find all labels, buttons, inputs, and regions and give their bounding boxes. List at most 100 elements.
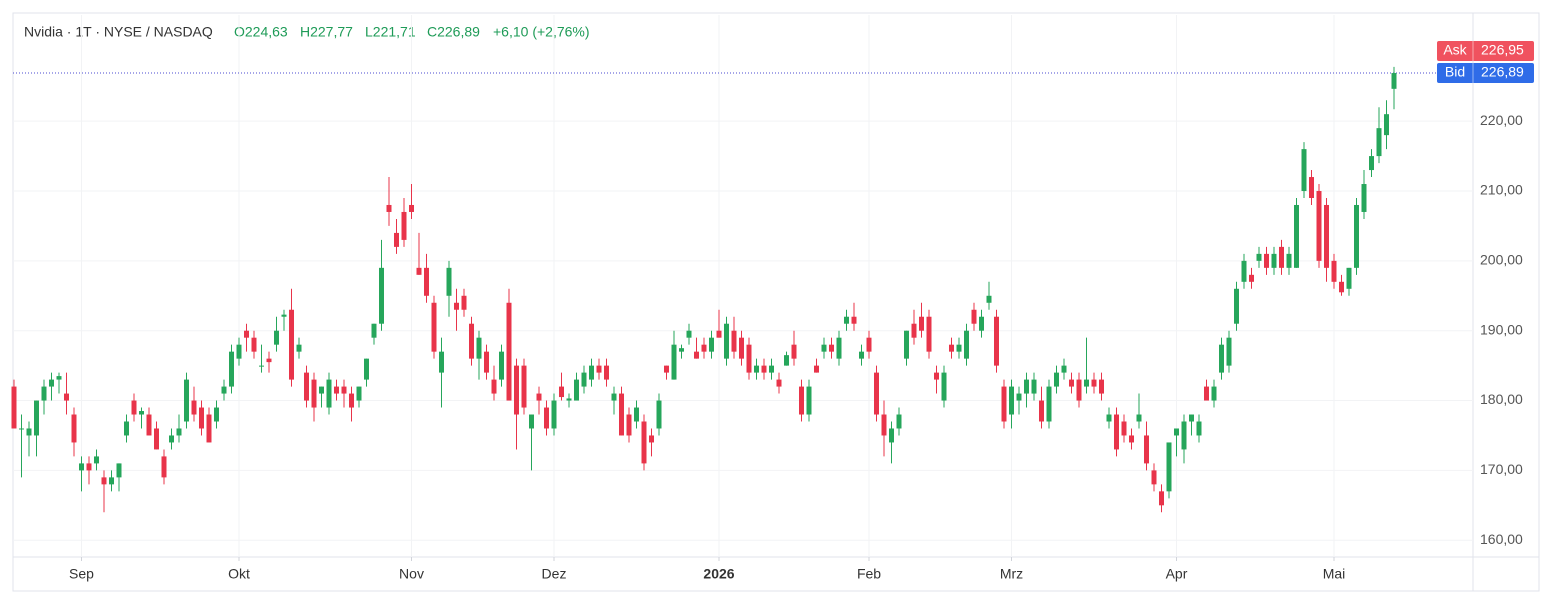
- candle-body: [296, 344, 302, 352]
- candle-body: [1039, 400, 1044, 422]
- candle-body: [11, 386, 17, 429]
- x-tick-label: Mai: [1323, 566, 1346, 582]
- candle-body: [1226, 337, 1232, 366]
- candle-body: [611, 393, 617, 401]
- candle-body: [259, 365, 264, 367]
- open: O224,63: [234, 24, 288, 40]
- candle-body: [229, 351, 234, 387]
- x-tick-label: Feb: [857, 566, 881, 582]
- candle-body: [1106, 414, 1112, 422]
- candle-body: [266, 358, 272, 363]
- candle-body: [784, 355, 789, 366]
- candle-body: [416, 267, 422, 275]
- candle-body: [581, 372, 587, 387]
- candle-body: [641, 421, 647, 464]
- candle-body: [686, 330, 692, 338]
- y-tick-label: 220,00: [1480, 112, 1523, 128]
- candle-body: [476, 337, 482, 359]
- candle-body: [956, 344, 962, 352]
- candle-body: [454, 302, 459, 310]
- x-tick-label: Nov: [399, 566, 424, 582]
- candle-body: [1181, 421, 1187, 450]
- candle-body: [341, 386, 347, 394]
- x-tick-label: Dez: [542, 566, 567, 582]
- candle-body: [139, 411, 144, 415]
- candle-body: [1136, 414, 1142, 422]
- candle-body: [319, 386, 324, 394]
- candle-body: [131, 400, 137, 415]
- candle-body: [1189, 414, 1194, 422]
- x-tick-label: Sep: [69, 566, 94, 582]
- candle-body: [199, 407, 204, 429]
- candle-body: [1294, 204, 1299, 268]
- candle-body: [1204, 386, 1209, 401]
- candle-body: [64, 393, 69, 401]
- candle-body: [934, 372, 939, 380]
- candle-body: [709, 337, 714, 352]
- bid-label: Bid: [1445, 64, 1465, 80]
- candle-body: [1114, 414, 1119, 450]
- candle-body: [71, 414, 77, 443]
- candle-body: [1211, 386, 1217, 401]
- candle-body: [724, 323, 729, 359]
- candle-body: [1234, 288, 1239, 324]
- candle-body: [1361, 184, 1367, 212]
- candle-body: [521, 365, 527, 408]
- candle-body: [559, 386, 564, 398]
- chart-frame: [12, 12, 1540, 592]
- candle-body: [949, 344, 954, 352]
- candle-body: [1256, 253, 1262, 261]
- candle-body: [791, 344, 797, 359]
- candle-body: [626, 414, 632, 436]
- candle-body: [619, 393, 624, 436]
- candle-body: [1249, 274, 1254, 282]
- candle-body: [1196, 421, 1202, 436]
- candle-body: [971, 309, 977, 324]
- candle-body: [101, 477, 107, 485]
- change: +6,10 (+2,76%): [493, 24, 590, 40]
- candle-body: [19, 428, 24, 430]
- candle-body: [1151, 470, 1157, 485]
- candle-body: [596, 365, 602, 373]
- candle-body: [754, 365, 759, 373]
- candle-body: [94, 456, 99, 464]
- candle-body: [409, 204, 414, 212]
- candle-body: [544, 407, 549, 429]
- candle-body: [1241, 260, 1247, 282]
- candle-body: [551, 400, 557, 429]
- candle-body: [371, 323, 377, 338]
- candle-body: [1346, 267, 1352, 289]
- candle-body: [941, 372, 947, 401]
- candle-body: [964, 330, 969, 359]
- candle-body: [326, 379, 332, 408]
- candle-body: [821, 344, 827, 352]
- candle-body: [634, 407, 639, 422]
- candle-body: [746, 344, 752, 373]
- candle-body: [311, 379, 317, 408]
- candle-body: [379, 267, 384, 324]
- y-tick-label: 180,00: [1480, 391, 1523, 407]
- candle-body: [334, 386, 339, 394]
- candle-body: [1001, 386, 1007, 422]
- candle-body: [431, 302, 437, 352]
- candle-body: [566, 398, 572, 401]
- candle-body: [1309, 177, 1314, 198]
- candle-body: [919, 316, 924, 331]
- candle-body: [829, 344, 834, 352]
- candle-body: [799, 386, 804, 415]
- candle-body: [424, 267, 429, 296]
- candle-body: [589, 365, 594, 380]
- candle-body: [664, 365, 669, 373]
- candle-body: [1159, 491, 1164, 506]
- candle-body: [491, 379, 497, 394]
- candle-body: [1069, 379, 1074, 387]
- x-tick-label: Apr: [1166, 566, 1188, 582]
- x-tick-label: Mrz: [1000, 566, 1023, 582]
- candle-body: [206, 414, 212, 443]
- candle-body: [184, 379, 189, 422]
- candle-body: [221, 386, 227, 394]
- candle-body: [214, 407, 219, 422]
- x-tick-label: Okt: [228, 566, 250, 582]
- candle-body: [169, 435, 174, 443]
